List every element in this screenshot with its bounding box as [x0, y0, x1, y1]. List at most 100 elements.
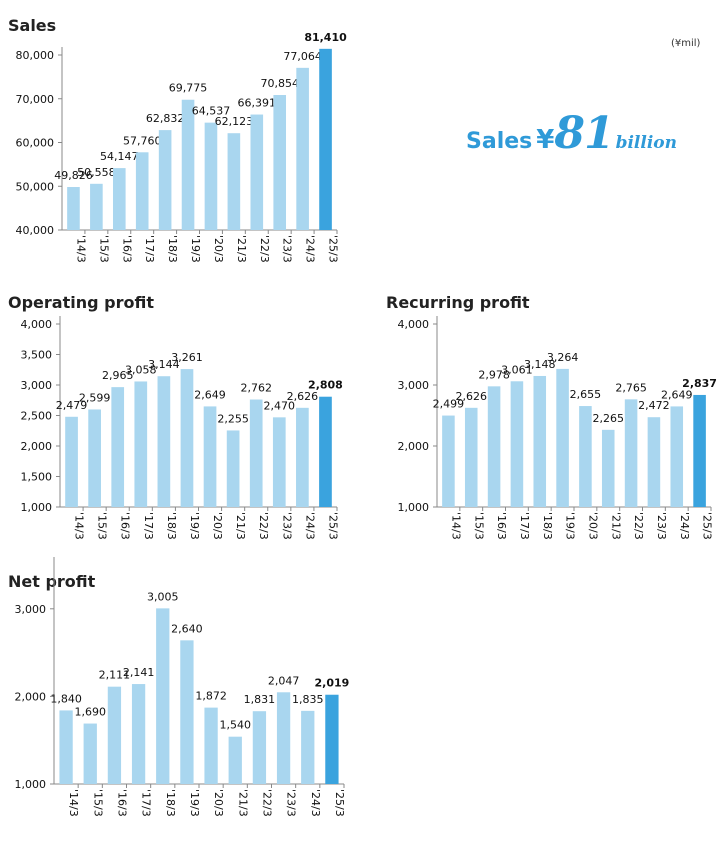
data-label: 57,760 — [123, 134, 162, 147]
y-tick-label: 1,500 — [21, 471, 53, 484]
sales-callout: Sales ¥81 billion — [466, 108, 677, 159]
bar — [88, 409, 101, 507]
data-label: 2,499 — [433, 398, 465, 411]
bar — [180, 369, 194, 507]
x-tick-label: '15/3 — [91, 789, 104, 817]
data-label: 2,765 — [615, 381, 647, 394]
data-label: 1,540 — [220, 719, 252, 732]
bar — [693, 394, 706, 507]
data-label: 77,064 — [283, 50, 322, 63]
y-tick-label: 2,000 — [398, 440, 430, 453]
x-tick-label: '14/3 — [73, 512, 86, 540]
bar — [442, 415, 455, 507]
bar — [301, 710, 315, 784]
y-tick-label: 1,000 — [21, 501, 53, 514]
bar — [252, 711, 267, 784]
x-tick-label: '25/3 — [327, 235, 340, 263]
data-label: 54,147 — [100, 150, 139, 163]
bar — [464, 407, 478, 507]
data-label: 2,640 — [171, 622, 203, 635]
bar — [487, 386, 501, 507]
y-tick-label: 1,000 — [15, 778, 47, 791]
x-tick-label: '16/3 — [115, 789, 128, 817]
x-tick-label: '15/3 — [472, 512, 485, 540]
data-label: 3,261 — [171, 351, 203, 364]
x-tick-label: '22/3 — [257, 512, 270, 540]
bar — [276, 692, 291, 784]
x-tick-label: '18/3 — [165, 512, 178, 540]
data-label: 1,690 — [75, 706, 107, 719]
x-tick-label: '15/3 — [97, 235, 110, 263]
yen-sign: ¥ — [536, 125, 555, 155]
bar — [203, 406, 217, 507]
bar — [250, 114, 264, 230]
x-tick-label: '20/3 — [211, 512, 224, 540]
data-label: 2,019 — [315, 677, 350, 690]
data-label: 2,479 — [56, 399, 88, 412]
callout-number: 81 — [554, 108, 614, 159]
bar — [65, 416, 78, 507]
chart-title-net-profit: Net profit — [8, 572, 96, 591]
data-label: 3,058 — [125, 363, 157, 376]
y-tick-label: 1,000 — [398, 501, 430, 514]
bar — [135, 152, 149, 230]
y-tick-label: 3,000 — [15, 603, 47, 616]
x-tick-label: '18/3 — [164, 789, 177, 817]
chart-title-recurring-profit: Recurring profit — [386, 293, 530, 312]
x-tick-label: '21/3 — [235, 235, 248, 263]
bar — [158, 130, 172, 230]
chart-net: 1,000 2,000 3,000 1,840 '14/3 1,690 '15/3 2,111… — [15, 557, 350, 817]
y-tick-label: 2,000 — [21, 440, 53, 453]
bar — [131, 684, 146, 784]
bar — [226, 430, 240, 507]
unit-note: (¥mil) — [671, 38, 701, 49]
x-tick-label: '14/3 — [449, 512, 462, 540]
bar — [67, 187, 80, 230]
x-tick-label: '17/3 — [142, 512, 155, 540]
y-tick-label: 2,500 — [21, 410, 53, 423]
x-tick-label: '23/3 — [280, 512, 293, 540]
x-tick-label: '24/3 — [304, 235, 317, 263]
y-tick-label: 4,000 — [21, 318, 53, 331]
bar — [296, 67, 309, 230]
bar — [227, 133, 241, 230]
x-tick-label: '14/3 — [74, 235, 87, 263]
y-tick-label: 80,000 — [16, 49, 55, 62]
bar — [181, 99, 195, 230]
x-tick-label: '21/3 — [609, 512, 622, 540]
bar — [510, 381, 524, 507]
bar — [107, 686, 122, 784]
x-tick-label: '18/3 — [541, 512, 554, 540]
bar — [228, 736, 242, 784]
x-tick-label: '25/3 — [326, 512, 339, 540]
x-tick-label: '19/3 — [188, 789, 201, 817]
x-tick-label: '16/3 — [495, 512, 508, 540]
x-tick-label: '17/3 — [143, 235, 156, 263]
data-label: 2,978 — [478, 368, 510, 381]
bar — [325, 694, 339, 784]
x-tick-label: '19/3 — [564, 512, 577, 540]
data-label: 49,826 — [54, 169, 93, 182]
x-tick-label: '25/3 — [701, 512, 714, 540]
chart-operating: 1,000 1,500 2,000 2,500 3,000 3,500 4,000 2,479… — [21, 316, 343, 540]
x-tick-label: '14/3 — [67, 789, 80, 817]
data-label: 2,265 — [593, 412, 625, 425]
x-tick-label: '19/3 — [188, 512, 201, 540]
bar — [647, 417, 661, 507]
chart-title-operating-profit: Operating profit — [8, 293, 154, 312]
x-tick-label: '20/3 — [586, 512, 599, 540]
x-tick-label: '23/3 — [655, 512, 668, 540]
data-label: 2,111 — [99, 669, 131, 682]
chart-title-sales: Sales — [8, 16, 57, 35]
data-label: 70,854 — [260, 77, 299, 90]
bar — [579, 406, 592, 507]
x-tick-label: '24/3 — [309, 789, 322, 817]
bar — [204, 122, 218, 230]
y-tick-label: 50,000 — [16, 180, 55, 193]
data-label: 3,264 — [547, 351, 579, 364]
data-label: 2,599 — [79, 391, 111, 404]
data-label: 2,626 — [456, 390, 488, 403]
x-tick-label: '21/3 — [236, 789, 249, 817]
x-tick-label: '24/3 — [303, 512, 316, 540]
